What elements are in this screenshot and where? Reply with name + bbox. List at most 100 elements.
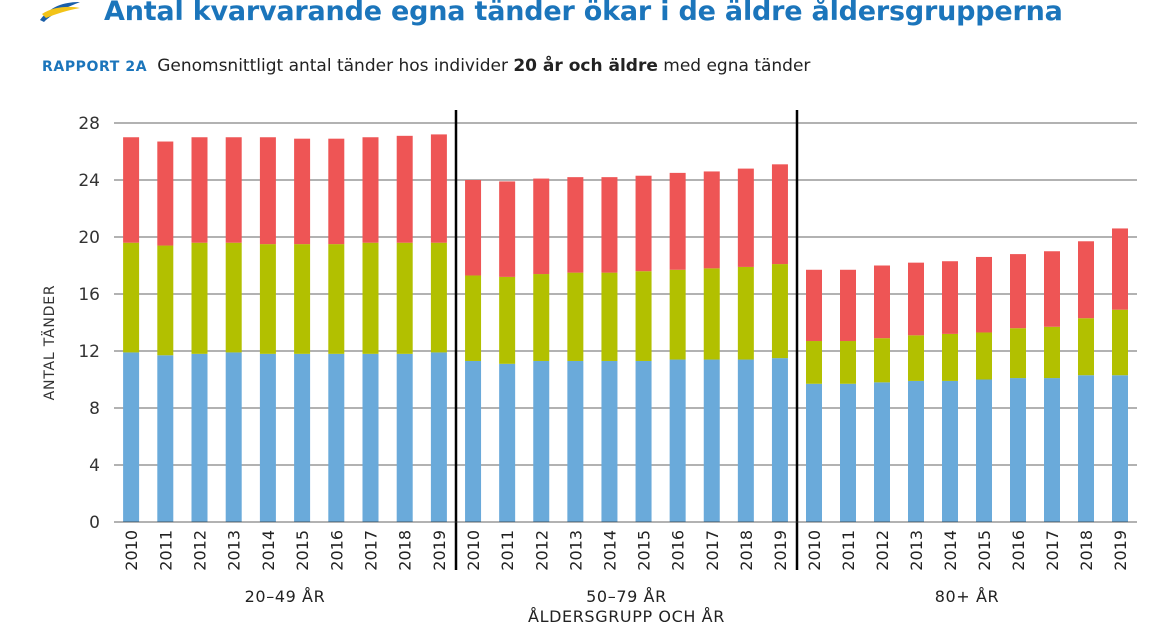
y-tick-label: 20 xyxy=(78,228,100,248)
y-tick-label: 24 xyxy=(78,171,100,191)
bar-segment xyxy=(635,360,652,522)
bar-segment xyxy=(806,269,822,342)
group-label: 80+ ÅR xyxy=(935,587,1000,606)
y-axis-label: ANTAL TÄNDER xyxy=(40,285,58,401)
bar-segment xyxy=(567,272,584,361)
bar-segment xyxy=(362,353,379,522)
bar-segment xyxy=(1078,375,1094,522)
x-tick-label: 2015 xyxy=(975,530,994,571)
bar-segment xyxy=(1112,375,1128,522)
x-tick-label: 2017 xyxy=(703,530,722,571)
bar-segment xyxy=(703,171,720,269)
bar-segment xyxy=(191,242,208,354)
report-tag: RAPPORT 2A xyxy=(42,59,148,75)
bar-segment xyxy=(976,379,992,522)
bar-segment xyxy=(362,137,379,243)
bar-segment xyxy=(874,265,890,339)
x-tick-label: 2011 xyxy=(156,530,175,571)
bar-segment xyxy=(908,380,924,522)
bar-segment xyxy=(1112,228,1128,310)
bar-segment xyxy=(1010,254,1026,329)
y-tick-label: 0 xyxy=(89,513,100,533)
x-tick-label: 2012 xyxy=(532,530,551,571)
bar-segment xyxy=(225,242,242,353)
x-tick-label: 2014 xyxy=(259,530,278,571)
group-label: 50–79 ÅR xyxy=(586,587,667,606)
bar-segment xyxy=(737,168,754,267)
bar-segment xyxy=(737,359,754,522)
bar-segment xyxy=(157,355,174,522)
bar-segment xyxy=(942,380,958,522)
x-tick-label: 2011 xyxy=(498,530,517,571)
bar-segment xyxy=(1078,318,1094,376)
bar-segment xyxy=(259,137,276,245)
bar-segment xyxy=(567,360,584,522)
bar-segment xyxy=(157,245,174,356)
subtitle-text-pre: Genomsnittligt antal tänder hos individe… xyxy=(157,56,514,76)
bar-segment xyxy=(328,353,345,522)
bar-segment xyxy=(1044,251,1060,327)
bar-segment xyxy=(123,352,140,522)
bar-segment xyxy=(533,360,550,522)
bar-segment xyxy=(601,272,618,361)
bar-segment xyxy=(703,359,720,522)
bar-segment xyxy=(771,264,788,359)
bar-segment xyxy=(191,137,208,243)
bar-segment xyxy=(840,341,856,384)
bar-segment xyxy=(396,353,413,522)
bar-segment xyxy=(465,275,482,361)
x-tick-label: 2019 xyxy=(771,530,790,571)
bar-segment xyxy=(669,172,686,270)
bar-segment xyxy=(976,256,992,333)
y-tick-label: 8 xyxy=(89,399,100,419)
x-tick-label: 2011 xyxy=(839,530,858,571)
x-tick-label: 2012 xyxy=(191,530,210,571)
bar-segment xyxy=(601,360,618,522)
x-tick-label: 2018 xyxy=(1077,530,1096,571)
bar-segment xyxy=(1010,328,1026,379)
x-tick-label: 2018 xyxy=(396,530,415,571)
bar-segment xyxy=(635,175,652,272)
x-tick-label: 2013 xyxy=(907,530,926,571)
bar-segment xyxy=(499,276,516,364)
bar-segment xyxy=(499,181,516,277)
bar-segment xyxy=(499,363,516,522)
bar-segment xyxy=(771,358,788,522)
y-tick-label: 4 xyxy=(89,456,100,476)
bar-segment xyxy=(669,269,686,360)
bar-segment xyxy=(1010,378,1026,522)
bar-segment xyxy=(225,352,242,522)
bar-segment xyxy=(840,269,856,342)
x-tick-label: 2017 xyxy=(362,530,381,571)
bar-segment xyxy=(874,382,890,522)
bar-segment xyxy=(908,262,924,336)
bar-segment xyxy=(533,274,550,361)
x-tick-label: 2013 xyxy=(225,530,244,571)
x-tick-label: 2014 xyxy=(941,530,960,571)
bar-segment xyxy=(123,137,140,243)
bar-segment xyxy=(328,244,345,354)
bar-segment xyxy=(396,242,413,354)
x-axis-label: ÅLDERSGRUPP OCH ÅR xyxy=(528,607,725,626)
bar-segment xyxy=(396,135,413,243)
x-tick-label: 2014 xyxy=(600,530,619,571)
subtitle-text-bold: 20 år och äldre xyxy=(513,56,658,76)
bar-segment xyxy=(225,137,242,243)
bar-segment xyxy=(430,242,447,353)
bar-segment xyxy=(806,341,822,384)
x-tick-label: 2016 xyxy=(1009,530,1028,571)
x-tick-label: 2016 xyxy=(327,530,346,571)
bar-segment xyxy=(533,178,550,275)
bar-segment xyxy=(294,353,311,522)
bar-segment xyxy=(430,352,447,522)
bar-segment xyxy=(840,383,856,522)
bar-segment xyxy=(157,141,174,246)
bar-segment xyxy=(328,138,345,245)
x-tick-label: 2017 xyxy=(1043,530,1062,571)
bar-segment xyxy=(942,261,958,334)
bar-segment xyxy=(465,360,482,522)
bar-segment xyxy=(942,333,958,381)
bar-segment xyxy=(1044,378,1060,522)
bar-segment xyxy=(976,332,992,380)
